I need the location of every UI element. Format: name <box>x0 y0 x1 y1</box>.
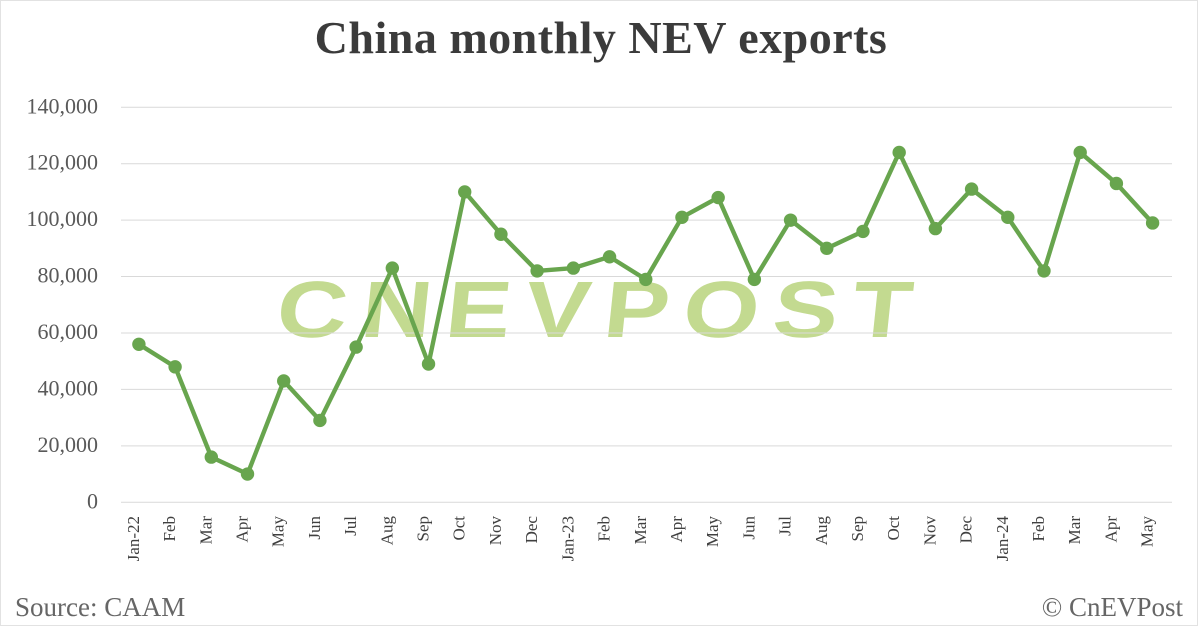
svg-text:Jul: Jul <box>776 516 795 536</box>
svg-text:Feb: Feb <box>1029 516 1048 542</box>
svg-text:Aug: Aug <box>377 516 396 546</box>
svg-text:Jul: Jul <box>341 516 360 536</box>
svg-text:Nov: Nov <box>486 516 505 546</box>
svg-text:Apr: Apr <box>233 516 252 543</box>
svg-text:Mar: Mar <box>1065 516 1084 545</box>
svg-text:Feb: Feb <box>595 516 614 542</box>
svg-text:Jan-23: Jan-23 <box>558 516 577 561</box>
svg-text:Sep: Sep <box>414 516 433 542</box>
svg-text:100,000: 100,000 <box>27 206 99 231</box>
svg-text:Dec: Dec <box>957 516 976 544</box>
svg-text:Jun: Jun <box>739 516 758 540</box>
svg-text:Nov: Nov <box>920 516 939 546</box>
svg-text:Jun: Jun <box>305 516 324 540</box>
svg-text:0: 0 <box>87 488 98 513</box>
svg-text:Aug: Aug <box>812 516 831 546</box>
svg-text:Feb: Feb <box>160 516 179 542</box>
svg-text:Jan-24: Jan-24 <box>993 516 1012 562</box>
svg-text:Jan-22: Jan-22 <box>124 516 143 561</box>
svg-text:Sep: Sep <box>848 516 867 542</box>
svg-text:20,000: 20,000 <box>38 432 99 457</box>
svg-text:Oct: Oct <box>450 516 469 541</box>
svg-text:Apr: Apr <box>667 516 686 543</box>
svg-text:60,000: 60,000 <box>38 319 99 344</box>
svg-text:Apr: Apr <box>1101 516 1120 543</box>
svg-text:40,000: 40,000 <box>38 375 99 400</box>
svg-text:May: May <box>703 516 722 548</box>
svg-text:May: May <box>1138 516 1157 548</box>
svg-text:Dec: Dec <box>522 516 541 544</box>
svg-text:Oct: Oct <box>884 516 903 541</box>
svg-text:Mar: Mar <box>196 516 215 545</box>
svg-text:80,000: 80,000 <box>38 263 99 288</box>
svg-text:May: May <box>269 516 288 548</box>
svg-text:140,000: 140,000 <box>27 93 99 118</box>
svg-text:Mar: Mar <box>631 516 650 545</box>
svg-text:120,000: 120,000 <box>27 150 99 175</box>
